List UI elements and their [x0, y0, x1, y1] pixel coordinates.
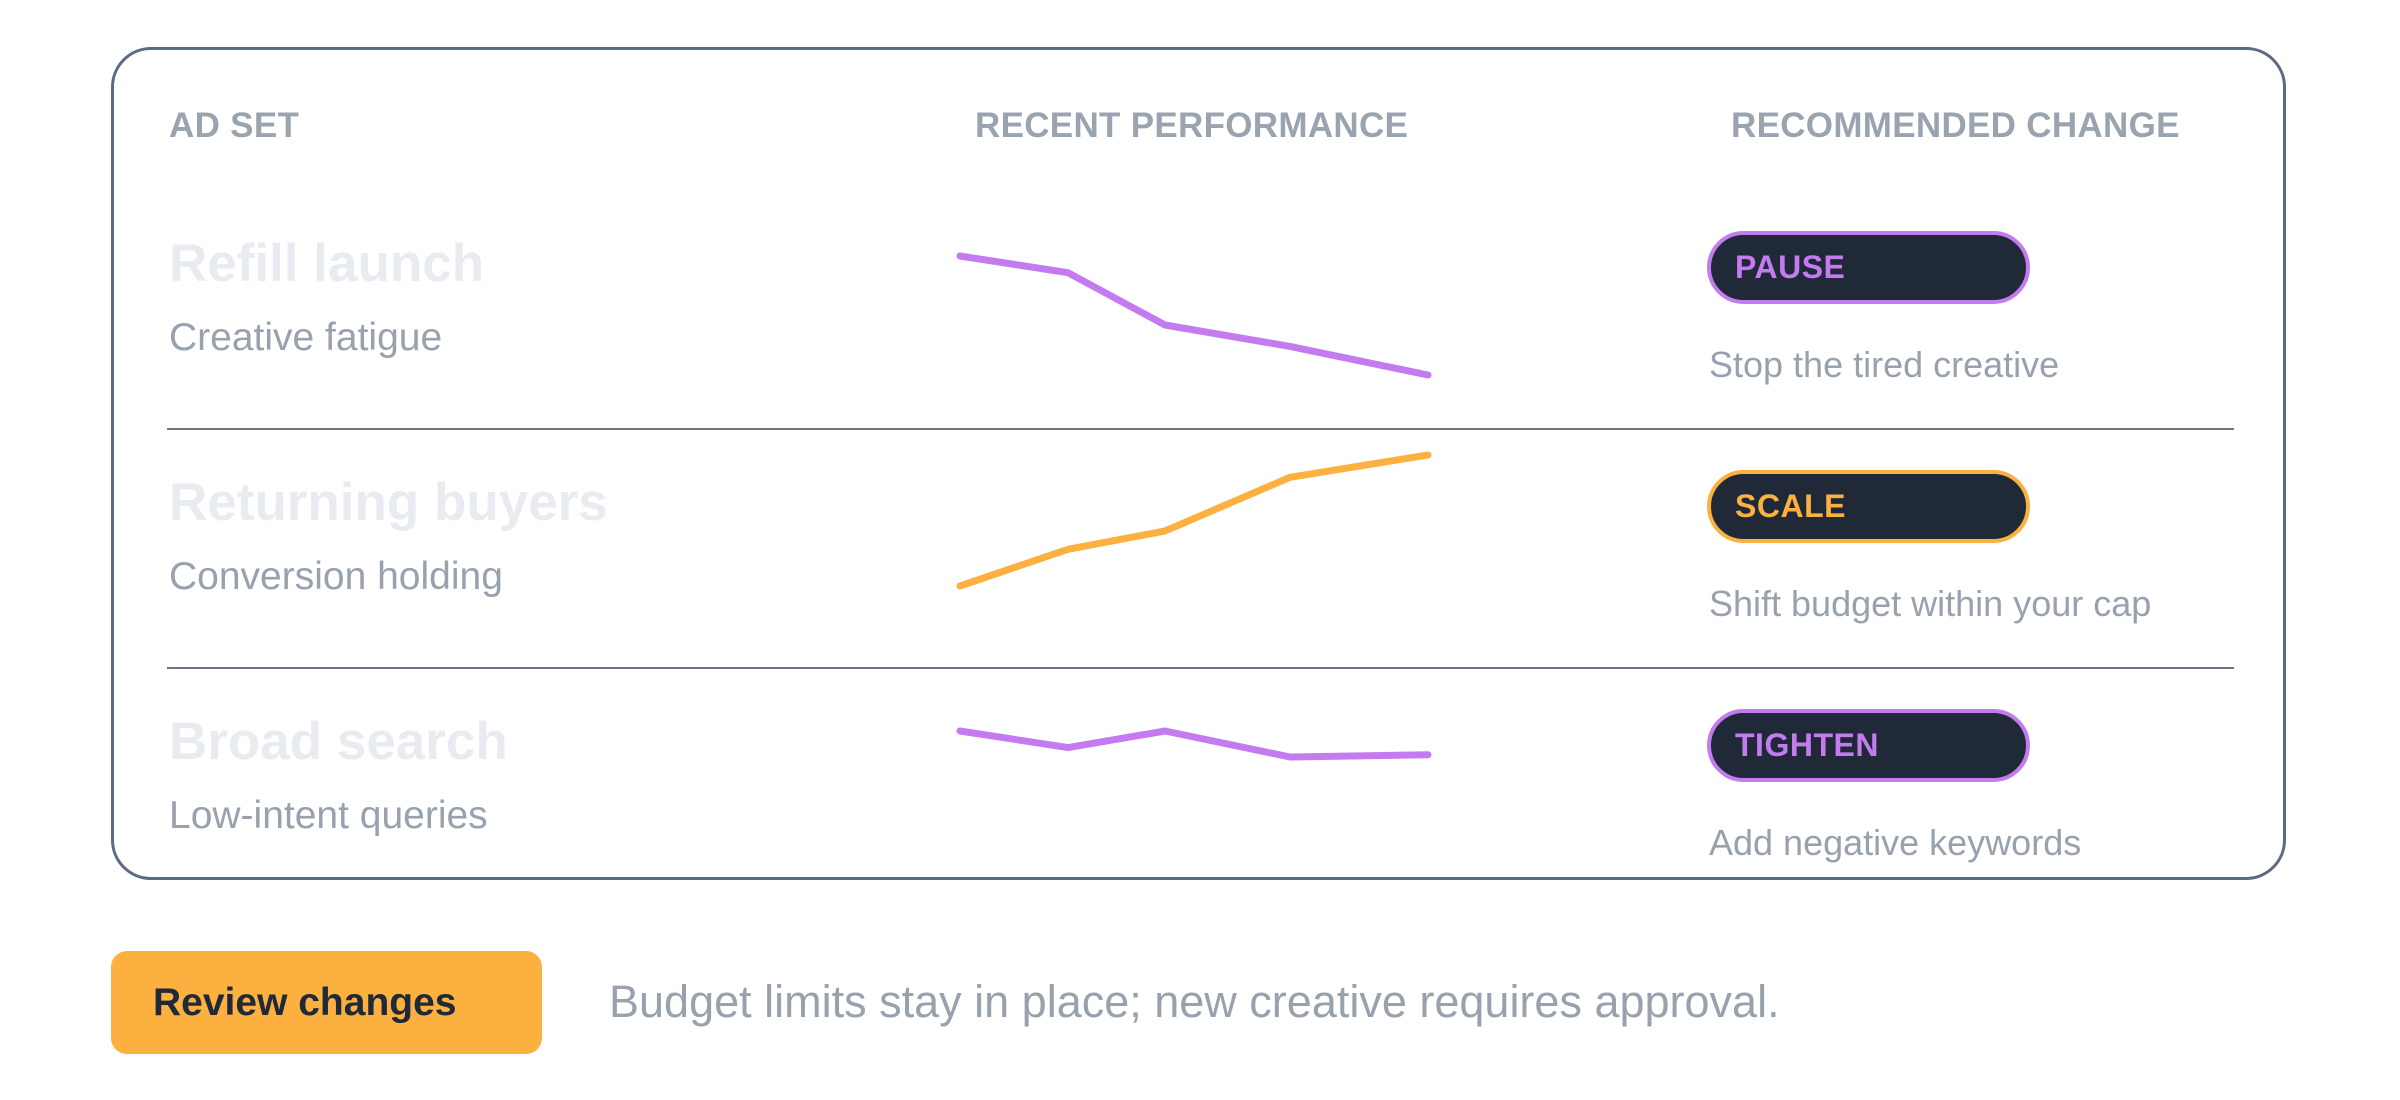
row-title-returning-buyers: Returning buyers: [169, 473, 608, 532]
performance-sparklines: [956, 252, 1432, 761]
action-label: PAUSE: [1735, 249, 1846, 285]
column-header-ad-set: AD SET: [169, 106, 300, 145]
row-subtitle: Creative fatigue: [169, 316, 443, 359]
row-title-refill-launch: Refill launch: [169, 234, 485, 293]
scale-action-button[interactable]: SCALE: [1707, 470, 2030, 543]
action-label: SCALE: [1735, 488, 1846, 524]
row-title-broad-search: Broad search: [169, 712, 508, 771]
footer-note: Budget limits stay in place; new creativ…: [609, 976, 1780, 1027]
action-label: TIGHTEN: [1735, 727, 1879, 763]
review-changes-button[interactable]: Review changes: [111, 951, 542, 1054]
row-subtitle: Low-intent queries: [169, 794, 488, 837]
recommendation-note: Stop the tired creative: [1709, 344, 2060, 385]
sparkline-row-2: [956, 451, 1432, 590]
column-header-performance: RECENT PERFORMANCE: [975, 106, 1409, 145]
sparkline-row-3: [956, 727, 1432, 761]
row-divider: [167, 428, 2234, 430]
recommendation-note: Shift budget within your cap: [1709, 583, 2152, 624]
column-header-recommendation: RECOMMENDED CHANGE: [1731, 106, 2180, 145]
pause-action-button[interactable]: PAUSE: [1707, 231, 2030, 304]
row-subtitle: Conversion holding: [169, 555, 503, 598]
tighten-action-button[interactable]: TIGHTEN: [1707, 709, 2030, 782]
row-divider: [167, 667, 2234, 669]
recommendation-note: Add negative keywords: [1709, 822, 2082, 863]
sparkline-row-1: [956, 252, 1432, 379]
